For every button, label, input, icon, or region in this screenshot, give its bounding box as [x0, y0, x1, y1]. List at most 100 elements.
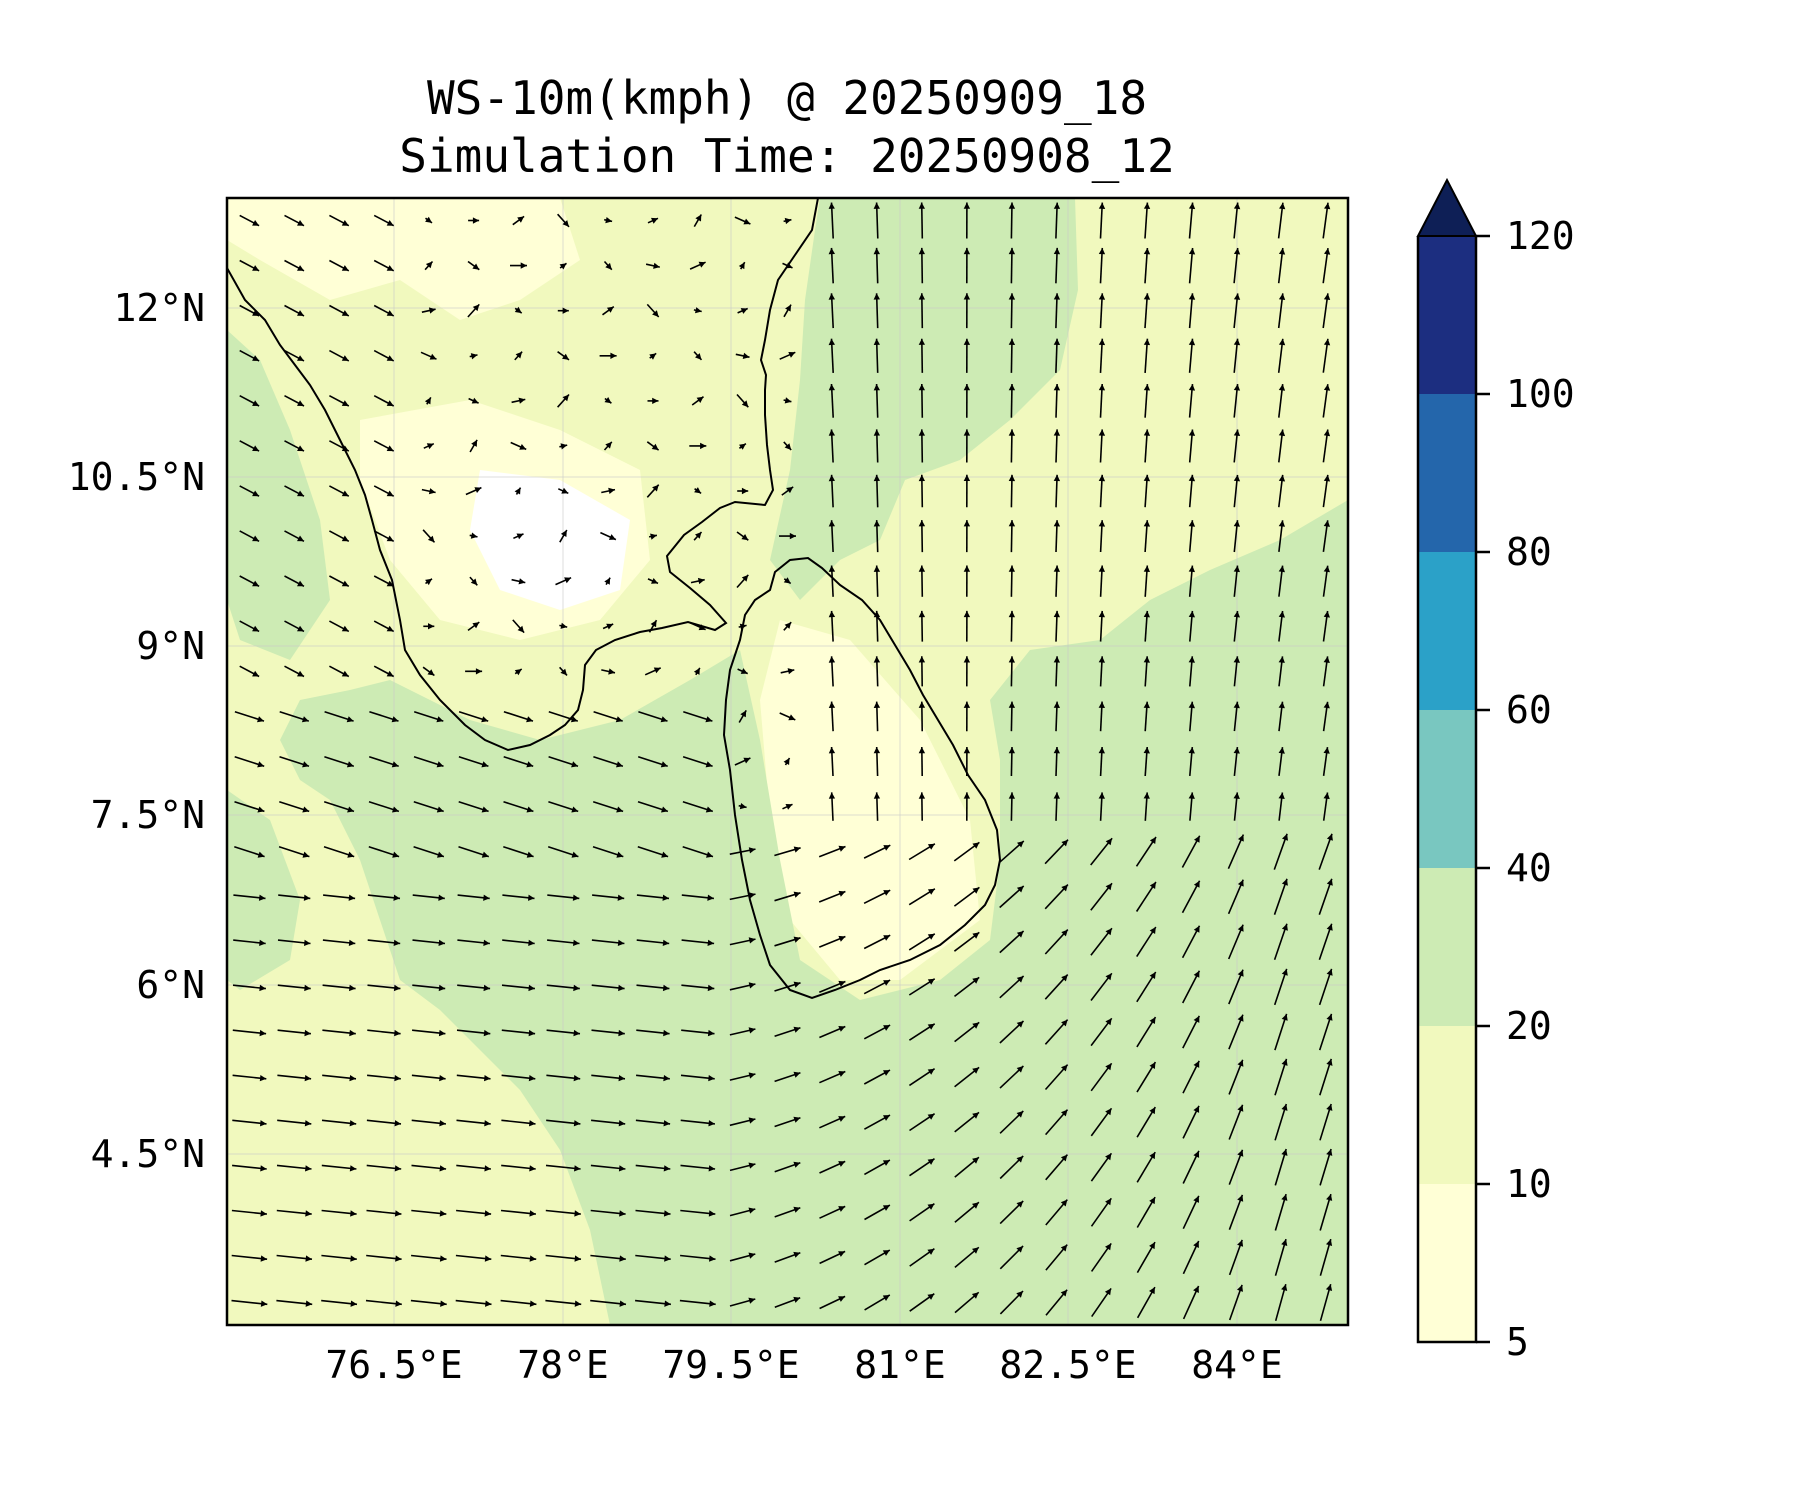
- wind-arrow-head: [303, 894, 311, 901]
- wind-arrow-head: [1188, 384, 1196, 391]
- colorbar-label: 60: [1506, 688, 1552, 732]
- wind-arrow-head: [574, 1255, 581, 1262]
- longitude-axis: 76.5°E 78°E 79.5°E 81°E 82.5°E 84°E: [325, 1343, 1282, 1387]
- wind-arrow-head: [1105, 973, 1112, 981]
- wind-arrow-head: [972, 1202, 979, 1209]
- wind-arrow-head: [428, 488, 436, 495]
- wind-arrow-head: [741, 487, 749, 495]
- colorbar-ticks: [1476, 234, 1490, 1344]
- wind-arrow-head: [559, 263, 567, 270]
- wind-arrow-head: [1008, 701, 1015, 708]
- wind-arrow-head: [297, 625, 304, 632]
- wind-arrow-head: [708, 1210, 716, 1217]
- wind-arrow-shaft: [1318, 878, 1333, 915]
- wind-arrow-head: [1105, 838, 1113, 846]
- wind-arrow-head: [1061, 1064, 1068, 1072]
- wind-arrow-head: [1193, 1105, 1200, 1113]
- wind-arrow-head: [1188, 202, 1196, 210]
- wind-arrow-head: [698, 261, 706, 268]
- wind-arrow-head: [252, 400, 260, 406]
- wind-arrow-head: [972, 1112, 979, 1119]
- wind-arrow-shaft: [1228, 1059, 1244, 1095]
- wind-arrow-head: [615, 716, 623, 723]
- wind-arrow-head: [483, 894, 490, 901]
- wind-arrow-head: [1098, 520, 1106, 527]
- wind-arrow-head: [838, 1296, 846, 1302]
- lon-tick-label: 78°E: [517, 1343, 609, 1387]
- lat-tick-label: 7.5°N: [91, 793, 205, 837]
- wind-arrow-head: [386, 625, 394, 632]
- wind-arrow-head: [1188, 747, 1195, 754]
- wind-arrow-head: [1193, 925, 1200, 933]
- wind-arrow-head: [1326, 1104, 1333, 1111]
- wind-arrow-head: [784, 443, 792, 450]
- wind-arrow-head: [1237, 1284, 1243, 1292]
- wind-arrow-head: [828, 247, 835, 255]
- wind-arrow-shaft: [1319, 1103, 1332, 1141]
- wind-arrow-head: [927, 1293, 935, 1300]
- wind-arrow-head: [707, 894, 714, 901]
- wind-arrow-head: [529, 1210, 536, 1217]
- wind-arrow-head: [439, 1120, 446, 1127]
- wind-arrow-head: [1278, 611, 1285, 618]
- wind-arrow-head: [610, 352, 617, 359]
- wind-arrow-head: [1233, 384, 1241, 391]
- colorbar-label: 120: [1506, 214, 1575, 258]
- wind-arrow-head: [260, 1255, 268, 1262]
- wind-arrow-shaft: [1318, 923, 1333, 961]
- wind-arrow-head: [696, 396, 704, 403]
- wind-arrow-head: [748, 892, 756, 899]
- wind-arrow-head: [1098, 247, 1106, 255]
- wind-arrow-head: [1104, 1288, 1112, 1296]
- wind-arrow-head: [706, 851, 713, 858]
- wind-arrow-head: [1188, 293, 1196, 300]
- wind-arrow-head: [793, 1296, 801, 1303]
- light-wind-zone-srilanka: [760, 620, 980, 980]
- wind-arrow-head: [873, 565, 881, 572]
- wind-arrow-head: [1281, 968, 1288, 976]
- wind-arrow-head: [918, 520, 926, 527]
- wind-arrow-head: [484, 1165, 491, 1172]
- wind-arrow-head: [1053, 610, 1060, 618]
- wind-arrow-head: [1053, 792, 1060, 799]
- wind-arrow-head: [918, 656, 926, 663]
- wind-arrow-head: [439, 1255, 447, 1262]
- wind-arrow-head: [571, 761, 578, 768]
- wind-arrow-head: [574, 1165, 581, 1172]
- wind-arrow-head: [426, 443, 434, 450]
- wind-arrow-head: [1105, 1153, 1112, 1161]
- moderate-wind-zone-south: [280, 500, 1348, 1325]
- wind-arrow-head: [873, 338, 880, 345]
- wind-arrow-head: [787, 668, 795, 675]
- wind-arrow-head: [1105, 928, 1112, 936]
- wind-arrow-head: [709, 1255, 716, 1262]
- wind-arrow-head: [1326, 1149, 1333, 1156]
- wind-arrow-head: [297, 670, 304, 677]
- wind-arrow-head: [784, 622, 792, 629]
- colorbar: 5 10 20 40 60 80 100 120: [1416, 177, 1575, 1364]
- wind-arrow-head: [1233, 656, 1240, 663]
- wind-arrow-head: [428, 623, 435, 630]
- wind-arrow-shaft: [1273, 878, 1288, 915]
- wind-arrow-head: [573, 984, 580, 992]
- wind-arrow-shaft: [1318, 968, 1333, 1006]
- wind-arrow-head: [483, 939, 490, 946]
- wind-arrow-head: [349, 1029, 356, 1037]
- wind-arrow-head: [1193, 1060, 1200, 1068]
- wind-arrow-head: [386, 310, 394, 316]
- wind-arrow-head: [394, 1029, 401, 1037]
- wind-arrow-head: [605, 441, 612, 449]
- wind-arrow-head: [1061, 974, 1068, 982]
- wind-arrow-head: [1278, 656, 1285, 663]
- wind-arrow-head: [1149, 1242, 1155, 1250]
- wind-arrow-head: [873, 384, 880, 391]
- wind-arrow-head: [1149, 882, 1156, 889]
- wind-arrow-head: [1098, 293, 1106, 300]
- wind-arrow-head: [518, 397, 526, 404]
- wind-arrow-head: [573, 1029, 580, 1037]
- wind-arrow-head: [1061, 1109, 1068, 1117]
- wind-arrow-head: [1281, 1149, 1288, 1156]
- wind-arrow-head: [1233, 293, 1241, 300]
- wind-arrow-head: [1326, 1194, 1333, 1201]
